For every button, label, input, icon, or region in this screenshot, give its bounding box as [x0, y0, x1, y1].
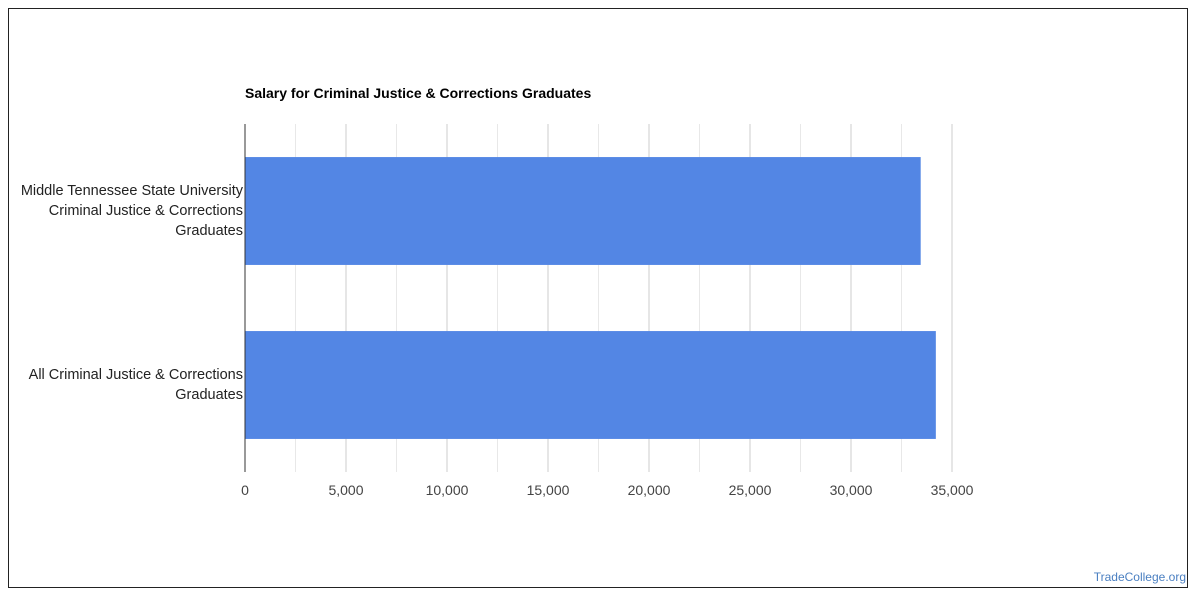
category-label-line: Middle Tennessee State University: [20, 183, 243, 199]
category-label-line: All Criminal Justice & Corrections: [28, 367, 243, 383]
x-tick-label: 15,000: [527, 482, 570, 498]
category-label-line: Graduates: [175, 223, 243, 239]
category-label-line: Criminal Justice & Corrections: [48, 203, 243, 219]
bar: [245, 331, 936, 439]
chart-title: Salary for Criminal Justice & Correction…: [245, 85, 592, 101]
watermark: TradeCollege.org: [1093, 570, 1186, 584]
bar: [245, 157, 921, 265]
x-tick-label: 30,000: [830, 482, 873, 498]
category-label: All Criminal Justice & Corrections Gradua…: [3, 365, 243, 405]
x-tick-label: 5,000: [328, 482, 363, 498]
x-tick-label: 20,000: [628, 482, 671, 498]
x-tick-label: 35,000: [931, 482, 974, 498]
category-label: Middle Tennessee State University Crimina…: [3, 181, 243, 241]
x-tick-label: 10,000: [426, 482, 469, 498]
x-tick-label: 0: [241, 482, 249, 498]
category-label-line: Graduates: [175, 387, 243, 403]
x-tick-label: 25,000: [729, 482, 772, 498]
